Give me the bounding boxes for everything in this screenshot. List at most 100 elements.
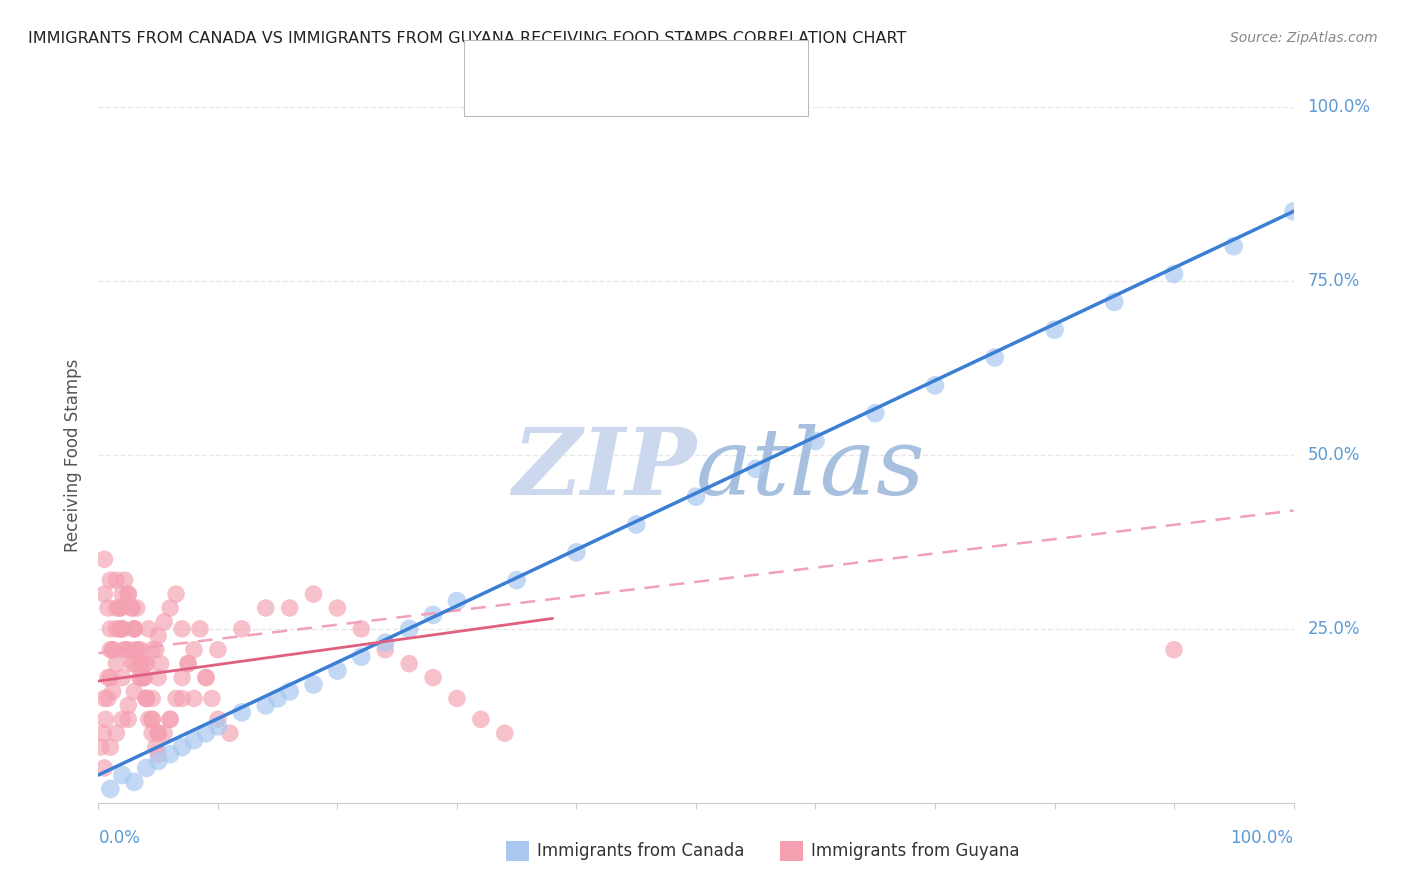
Point — [1222, 239, 1246, 253]
Point — [98, 622, 122, 636]
Point — [91, 726, 114, 740]
Point — [141, 712, 163, 726]
Point — [111, 768, 134, 782]
Point — [148, 754, 170, 768]
Point — [97, 601, 120, 615]
Point — [374, 636, 396, 650]
Point — [149, 657, 172, 671]
Point — [194, 671, 217, 685]
Point — [207, 712, 229, 726]
Text: atlas: atlas — [696, 424, 925, 514]
Point — [117, 587, 139, 601]
Point — [172, 740, 194, 755]
Point — [1163, 267, 1185, 281]
Point — [93, 691, 115, 706]
Point — [231, 706, 253, 720]
Text: N =  35: N = 35 — [654, 54, 723, 71]
Point — [165, 587, 187, 601]
Text: 100.0%: 100.0% — [1308, 98, 1371, 116]
Point — [141, 726, 163, 740]
Point — [159, 601, 181, 615]
Point — [93, 552, 115, 566]
Text: Source: ZipAtlas.com: Source: ZipAtlas.com — [1230, 31, 1378, 45]
Point — [135, 691, 157, 706]
Point — [148, 726, 170, 740]
Point — [302, 677, 325, 691]
Point — [117, 698, 139, 713]
Point — [172, 622, 194, 636]
Point — [172, 671, 194, 685]
Text: R = 0.813: R = 0.813 — [522, 54, 612, 71]
Point — [565, 545, 588, 559]
Point — [148, 726, 170, 740]
Point — [125, 642, 148, 657]
Point — [114, 642, 136, 657]
Point — [124, 622, 146, 636]
Point — [138, 712, 160, 726]
Point — [350, 622, 373, 636]
Text: N = 112: N = 112 — [654, 85, 728, 103]
Point — [114, 642, 136, 657]
Point — [177, 657, 200, 671]
Y-axis label: Receiving Food Stamps: Receiving Food Stamps — [65, 359, 83, 551]
Point — [148, 747, 170, 761]
Point — [1043, 323, 1066, 337]
Point — [183, 642, 205, 657]
Point — [183, 733, 205, 747]
Point — [129, 671, 152, 685]
Point — [105, 622, 128, 636]
Point — [863, 406, 886, 420]
Point — [129, 671, 152, 685]
Point — [105, 726, 128, 740]
Point — [745, 462, 768, 476]
Text: 25.0%: 25.0% — [1308, 620, 1360, 638]
Point — [101, 642, 124, 657]
Point — [105, 657, 128, 671]
Point — [124, 684, 146, 698]
Point — [125, 601, 148, 615]
Point — [278, 684, 301, 698]
Point — [101, 642, 124, 657]
Point — [145, 740, 167, 755]
Point — [93, 761, 115, 775]
Point — [124, 775, 146, 789]
Point — [1163, 642, 1185, 657]
Point — [117, 712, 139, 726]
Point — [624, 517, 647, 532]
Point — [153, 615, 176, 629]
Point — [177, 657, 200, 671]
Point — [145, 642, 167, 657]
Point — [207, 719, 229, 733]
Point — [98, 740, 122, 755]
Point — [267, 691, 290, 706]
Point — [422, 607, 444, 622]
Text: Immigrants from Canada: Immigrants from Canada — [537, 842, 744, 860]
Point — [219, 726, 242, 740]
Point — [129, 642, 152, 657]
Point — [1102, 294, 1125, 309]
Point — [141, 642, 163, 657]
Point — [194, 671, 217, 685]
Point — [446, 594, 468, 608]
Point — [94, 712, 117, 726]
Point — [111, 671, 134, 685]
Point — [194, 726, 217, 740]
Text: 0.0%: 0.0% — [98, 830, 141, 847]
Point — [132, 671, 155, 685]
Point — [108, 622, 131, 636]
Point — [135, 657, 157, 671]
Point — [98, 573, 122, 587]
Point — [135, 657, 157, 671]
Point — [111, 712, 134, 726]
Point — [804, 434, 827, 448]
Point — [254, 601, 277, 615]
Text: 75.0%: 75.0% — [1308, 272, 1360, 290]
Point — [506, 573, 529, 587]
Point — [129, 657, 152, 671]
Point — [374, 642, 396, 657]
Point — [111, 587, 134, 601]
Point — [494, 726, 516, 740]
Point — [685, 490, 707, 504]
Point — [446, 691, 468, 706]
Point — [97, 671, 120, 685]
